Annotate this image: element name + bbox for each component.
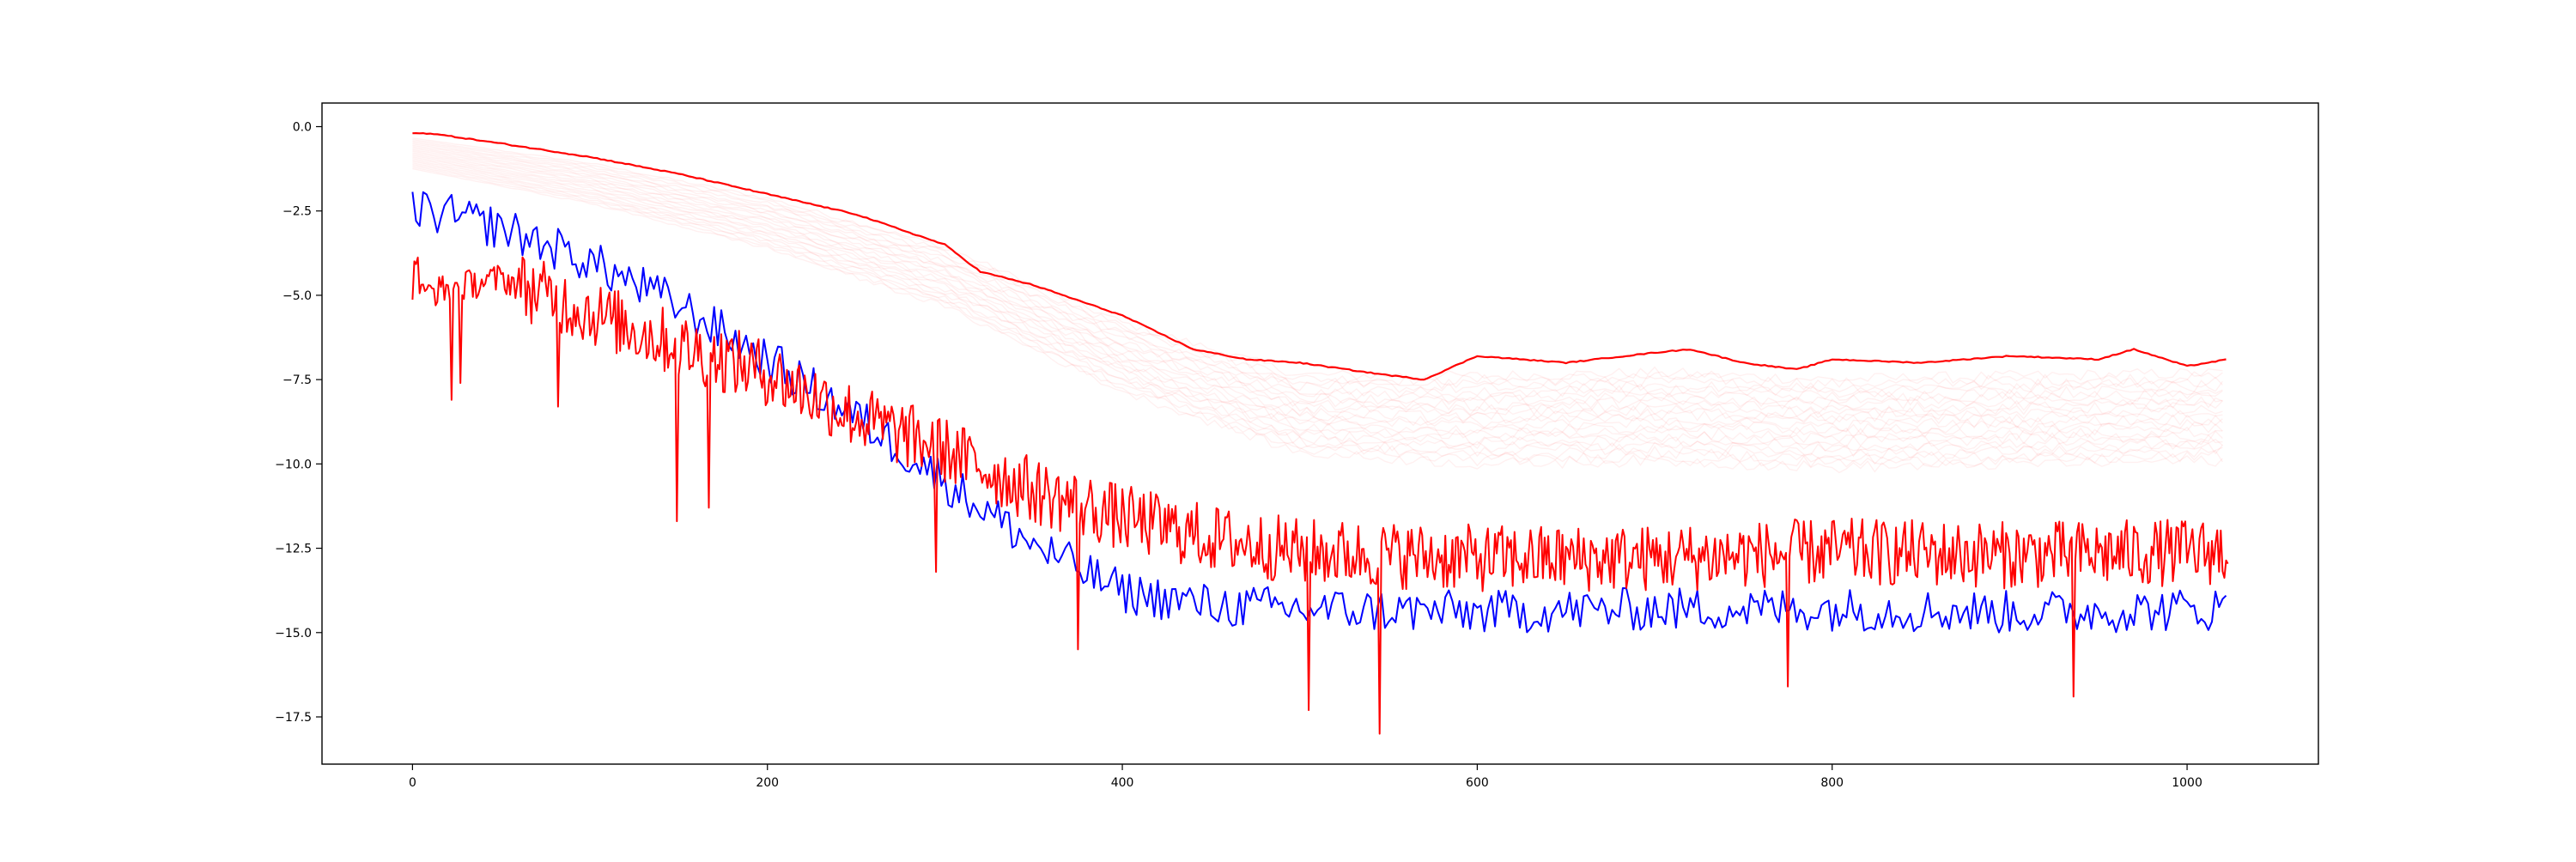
y-tick-label: −5.0 <box>283 289 312 303</box>
main-series-layer <box>411 131 2229 735</box>
plot-frame <box>321 102 2319 765</box>
faint-series-layer <box>412 137 2223 474</box>
faint-red-line <box>412 149 2223 419</box>
x-tick-label: 600 <box>1466 776 1489 790</box>
faint-red-line <box>412 143 2223 402</box>
faint-red-line <box>412 159 2223 448</box>
y-tick-label: −17.5 <box>275 711 312 725</box>
y-tick-label: −7.5 <box>283 373 312 387</box>
y-axis: 0.0 −2.5 −5.0 −7.5 −10.0 −12.5 −15.0 −17.5 <box>275 121 322 725</box>
faint-red-line <box>412 167 2223 469</box>
faint-red-line <box>412 155 2223 435</box>
y-tick-label: −10.0 <box>275 458 312 471</box>
faint-red-line <box>412 153 2223 432</box>
faint-red-line <box>412 150 2223 423</box>
x-tick-label: 0 <box>409 776 416 790</box>
y-tick-label: −12.5 <box>275 543 312 556</box>
faint-red-line <box>412 162 2223 458</box>
faint-red-line <box>412 167 2223 474</box>
x-tick-label: 400 <box>1111 776 1134 790</box>
faint-red-line <box>412 140 2223 394</box>
red-upper-envelope-line <box>412 131 2227 381</box>
y-tick-label: 0.0 <box>293 121 312 135</box>
faint-red-line <box>412 138 2223 390</box>
x-tick-label: 800 <box>1820 776 1844 790</box>
faint-red-line <box>412 156 2223 440</box>
faint-red-line <box>412 158 2223 444</box>
faint-red-line <box>412 144 2223 406</box>
faint-red-line <box>412 161 2223 452</box>
faint-red-line <box>412 148 2223 416</box>
x-tick-label: 200 <box>756 776 779 790</box>
x-axis: 0 200 400 600 800 1000 <box>409 764 2202 790</box>
faint-red-line <box>412 163 2223 461</box>
faint-red-line <box>412 142 2223 398</box>
faint-red-line <box>412 165 2223 465</box>
blue-noisy-line <box>411 191 2227 634</box>
faint-red-line <box>412 137 2223 385</box>
x-tick-label: 1000 <box>2172 776 2202 790</box>
y-tick-label: −15.0 <box>275 627 312 640</box>
red-noisy-line <box>411 256 2229 735</box>
y-tick-label: −2.5 <box>283 205 312 219</box>
faint-red-line <box>412 152 2223 427</box>
faint-red-line <box>412 146 2223 411</box>
